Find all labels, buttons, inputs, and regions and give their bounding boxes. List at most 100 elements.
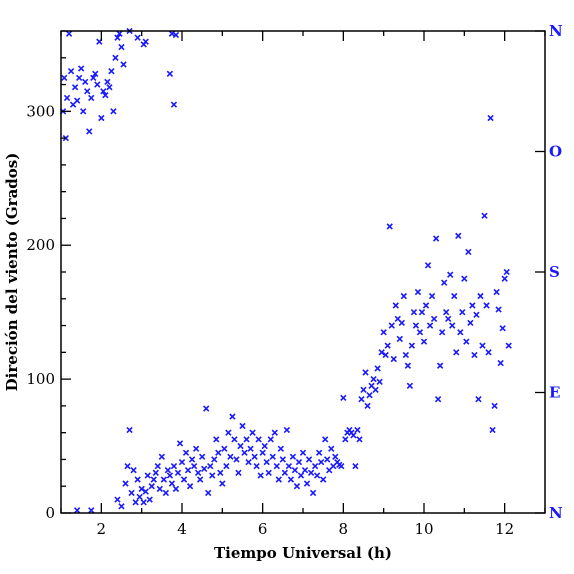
data-point (138, 485, 145, 493)
data-point (430, 315, 438, 323)
data-point (297, 472, 305, 479)
data-point (295, 458, 303, 466)
data-point (311, 462, 319, 470)
data-point (148, 483, 155, 490)
data-point (124, 462, 131, 470)
data-point (168, 480, 176, 487)
data-point (82, 78, 89, 86)
data-point (283, 426, 291, 434)
data-point (128, 489, 135, 497)
data-point (122, 480, 129, 487)
data-point (201, 465, 208, 472)
data-point (342, 436, 349, 443)
data-point (265, 469, 272, 476)
data-point (146, 496, 153, 503)
data-point (118, 503, 125, 510)
data-point (463, 338, 470, 345)
data-point (118, 43, 125, 51)
x-tick-labels: 2 4 6 8 10 12 (97, 520, 515, 538)
data-point (328, 445, 335, 452)
data-point (340, 394, 347, 402)
data-point (110, 108, 117, 115)
data-point (376, 378, 383, 385)
data-point (392, 302, 399, 309)
y-tick-label: 100 (26, 370, 55, 388)
data-point (315, 449, 323, 456)
data-point (386, 223, 393, 230)
data-point (134, 34, 141, 41)
data-point (271, 429, 278, 436)
data-point (188, 456, 196, 463)
data-point (412, 322, 420, 329)
data-point (172, 31, 180, 39)
data-point (203, 405, 210, 412)
axis-ticks (60, 30, 546, 514)
data-point (65, 30, 73, 37)
data-point (100, 88, 107, 95)
x-tick-label: 12 (495, 520, 514, 538)
data-point (180, 476, 188, 483)
data-point (410, 309, 418, 316)
data-point (168, 30, 176, 37)
data-point (372, 386, 379, 393)
data-point (475, 396, 482, 403)
data-point (267, 436, 274, 443)
data-point (170, 101, 178, 108)
data-point (243, 436, 250, 443)
data-point (447, 271, 454, 278)
data-point (443, 309, 450, 316)
data-point (186, 483, 194, 490)
data-point (485, 349, 492, 356)
x-tick-label: 2 (97, 520, 107, 538)
data-point (303, 480, 311, 487)
data-point (465, 248, 472, 256)
data-point (114, 496, 121, 503)
data-point (136, 493, 143, 501)
data-point (380, 329, 387, 336)
data-point (406, 382, 414, 389)
data-point (253, 462, 260, 470)
data-point (332, 453, 339, 460)
data-point (88, 94, 95, 102)
data-point (126, 426, 133, 434)
data-point (88, 507, 95, 514)
data-point (279, 456, 286, 463)
data-point (140, 499, 147, 506)
data-point (414, 288, 422, 296)
data-point (455, 232, 462, 240)
data-point (108, 68, 115, 75)
data-point (134, 476, 141, 483)
data-point (174, 469, 182, 476)
data-point (461, 275, 468, 282)
data-point (317, 458, 325, 466)
data-point (86, 128, 93, 135)
data-point (245, 458, 252, 466)
data-point (426, 322, 434, 329)
data-point (364, 402, 371, 410)
data-point (289, 453, 297, 460)
data-point (73, 507, 81, 514)
data-point (247, 445, 254, 452)
data-point (152, 469, 159, 476)
data-point (199, 453, 206, 460)
data-point (251, 453, 258, 460)
data-point (229, 413, 236, 420)
data-point (305, 456, 313, 463)
data-point (225, 429, 232, 436)
data-point (420, 338, 428, 345)
data-point (469, 302, 476, 309)
data-point (263, 458, 270, 466)
data-point (356, 436, 363, 443)
x-axis-title: Tiempo Universal (h) (214, 544, 392, 562)
data-point (277, 445, 284, 452)
data-point (130, 466, 137, 474)
data-point (73, 97, 81, 104)
plot-frame (60, 30, 546, 514)
data-point (307, 469, 315, 476)
data-point (378, 349, 385, 356)
data-point (106, 84, 113, 91)
data-point (104, 78, 111, 86)
data-point (398, 319, 405, 327)
data-point (428, 292, 436, 300)
data-point (445, 315, 452, 323)
